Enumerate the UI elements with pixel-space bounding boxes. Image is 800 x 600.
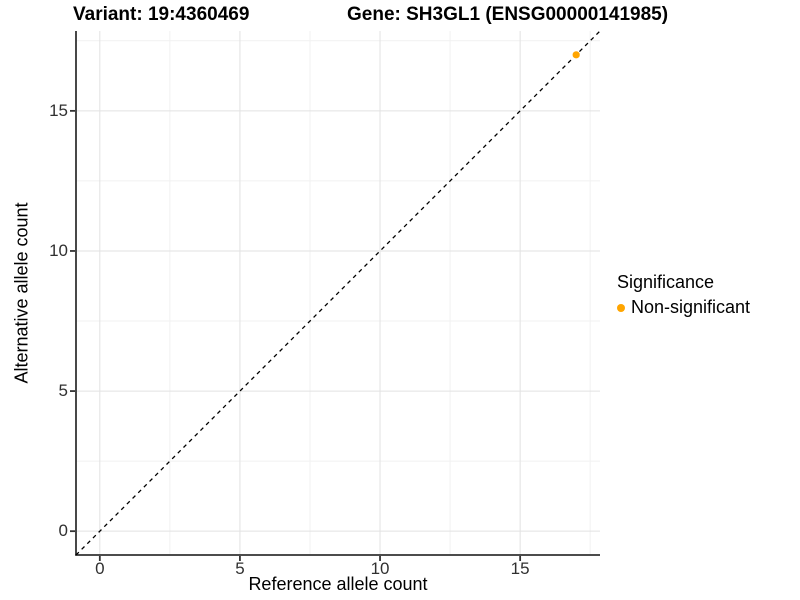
y-tick-label: 15 (49, 100, 68, 120)
data-point (572, 51, 580, 59)
y-tick-label: 0 (58, 521, 68, 541)
x-tick-label: 5 (235, 559, 245, 578)
y-tick-label: 5 (58, 381, 68, 401)
plot-title-gene: Gene: SH3GL1 (ENSG00000141985) (347, 4, 669, 25)
legend: Significance Non-significant (617, 272, 750, 318)
x-tick-label: 0 (95, 559, 105, 578)
legend-item-label: Non-significant (631, 297, 751, 317)
x-tick-label: 10 (370, 559, 390, 578)
legend-title: Significance (617, 272, 715, 292)
y-axis-title: Alternative allele count (11, 202, 32, 384)
x-tick-label: 15 (510, 559, 530, 578)
legend-item: Non-significant (617, 297, 750, 318)
y-tick-label: 10 (49, 240, 68, 260)
plot-title-variant: Variant: 19:4360469 (73, 4, 250, 25)
identity-line (75, 30, 601, 556)
x-axis-title: Reference allele count (248, 574, 428, 594)
legend-point-icon (617, 303, 625, 312)
